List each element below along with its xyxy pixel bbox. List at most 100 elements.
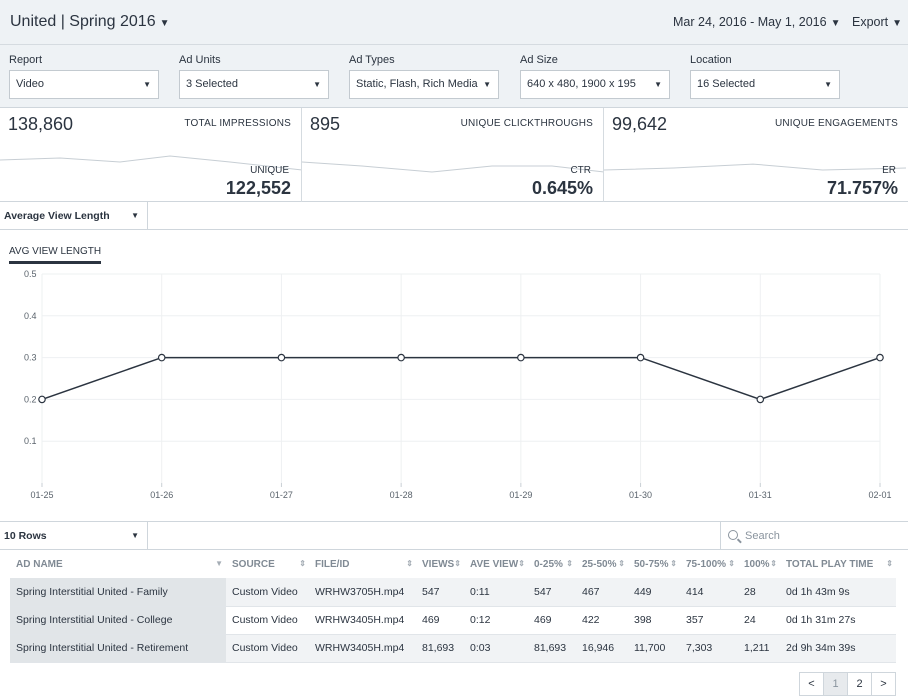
y-tick-label: 0.4	[24, 311, 37, 321]
ad-units-select[interactable]: 3 Selected ▼	[179, 70, 329, 99]
cell-ave-view: 0:12	[464, 606, 528, 635]
y-tick-label: 0.1	[24, 436, 37, 446]
column-header-0-25[interactable]: 0-25% ⇕	[534, 558, 573, 570]
column-header-views[interactable]: VIEWS ⇕	[422, 558, 461, 570]
column-header-100[interactable]: 100% ⇕	[744, 558, 777, 570]
ad-types-select[interactable]: Static, Flash, Rich Media ▼	[349, 70, 499, 99]
table-row[interactable]: Spring Interstitial United - Retirement …	[10, 634, 896, 663]
top-bar: United | Spring 2016 ▼ Mar 24, 2016 - May…	[0, 0, 908, 45]
select-value: Video	[16, 78, 44, 90]
export-button[interactable]: Export ▼	[852, 15, 902, 29]
x-tick-label: 01-30	[629, 490, 652, 500]
cell-25-50: 422	[576, 606, 628, 635]
cell-0-25: 547	[528, 578, 576, 607]
next-page-button[interactable]: >	[871, 672, 896, 696]
ad-size-select[interactable]: 640 x 480, 1900 x 195 ▼	[520, 70, 670, 99]
x-tick-label: 01-27	[270, 490, 293, 500]
y-tick-label: 0.3	[24, 353, 37, 363]
dropdown-arrow-icon: ▼	[313, 80, 321, 89]
sort-icon: ⇕	[886, 559, 893, 568]
cell-ad-name: Spring Interstitial United - Family	[10, 578, 226, 607]
line-chart: 0.1 0.2 0.3 0.4 0.5 01-25 01-26 01-27 01-28 01-29…	[24, 269, 892, 500]
sort-icon: ▼	[215, 559, 223, 568]
chart-tab-avg-view-length[interactable]: AVG VIEW LENGTH	[9, 246, 102, 264]
cell-ad-name: Spring Interstitial United - Retirement	[10, 634, 226, 663]
x-tick-label: 01-31	[749, 490, 772, 500]
caret-down-icon: ▼	[892, 18, 903, 29]
kpi-sub-label: UNIQUE	[250, 165, 289, 176]
table-controls: 10 Rows ▼ Search	[0, 522, 908, 550]
cell-ad-name: Spring Interstitial United - College	[10, 606, 226, 635]
kpi-engagements[interactable]: 99,642 UNIQUE ENGAGEMENTS ER 71.757%	[604, 108, 908, 202]
cell-total-play-time: 2d 9h 34m 39s	[780, 634, 896, 663]
filter-label: Ad Units	[179, 54, 221, 66]
cell-0-25: 81,693	[528, 634, 576, 663]
kpi-sub-label: ER	[882, 165, 896, 176]
cell-ave-view: 0:11	[464, 578, 528, 607]
sort-icon: ⇕	[299, 559, 306, 568]
kpi-label: UNIQUE ENGAGEMENTS	[774, 118, 898, 129]
filter-ad-size: Ad Size 640 x 480, 1900 x 195 ▼	[520, 54, 670, 99]
kpi-value: 138,860	[8, 114, 74, 134]
cell-75-100: 7,303	[680, 634, 738, 663]
select-value: 3 Selected	[186, 78, 238, 90]
column-header-file-id[interactable]: FILE/ID ⇕	[315, 558, 413, 570]
x-tick-label: 02-01	[868, 490, 891, 500]
kpi-clickthroughs[interactable]: 895 UNIQUE CLICKTHROUGHS CTR 0.645%	[302, 108, 604, 202]
filter-label: Location	[690, 54, 732, 66]
cell-100: 28	[738, 578, 780, 607]
cell-50-75: 11,700	[628, 634, 680, 663]
sort-icon: ⇕	[454, 559, 461, 568]
cell-100: 1,211	[738, 634, 780, 663]
sort-icon: ⇕	[566, 559, 573, 568]
cell-total-play-time: 0d 1h 43m 9s	[780, 578, 896, 607]
kpi-value: 99,642	[612, 114, 668, 134]
pagination: < 1 2 >	[799, 672, 896, 696]
cell-ave-view: 0:03	[464, 634, 528, 663]
cell-75-100: 414	[680, 578, 738, 607]
column-header-ave-view[interactable]: AVE VIEW ⇕	[470, 558, 525, 570]
sort-icon: ⇕	[518, 559, 525, 568]
kpi-impressions[interactable]: 138,860 TOTAL IMPRESSIONS UNIQUE 122,552	[0, 108, 302, 202]
column-header-25-50[interactable]: 25-50% ⇕	[582, 558, 625, 570]
table-row[interactable]: Spring Interstitial United - College Cus…	[10, 606, 896, 635]
metric-select[interactable]: Average View Length ▼	[0, 202, 148, 230]
prev-page-button[interactable]: <	[799, 672, 824, 696]
metric-bar: Average View Length ▼	[0, 202, 908, 230]
column-header-ad-name[interactable]: AD NAME ▼	[16, 558, 223, 570]
cell-views: 469	[416, 606, 464, 635]
table-row[interactable]: Spring Interstitial United - Family Cust…	[10, 578, 896, 607]
select-value: Static, Flash, Rich Media	[356, 78, 478, 90]
data-point	[277, 353, 286, 362]
column-header-total-play-time[interactable]: TOTAL PLAY TIME ⇕	[786, 558, 893, 570]
impressions-sparkline	[0, 155, 301, 171]
filter-ad-units: Ad Units 3 Selected ▼	[179, 54, 329, 99]
sort-icon: ⇕	[670, 559, 677, 568]
filter-ad-types: Ad Types Static, Flash, Rich Media ▼	[349, 54, 499, 99]
data-point	[876, 353, 884, 362]
data-point	[756, 395, 765, 404]
filter-location: Location 16 Selected ▼	[690, 54, 840, 99]
x-tick-label: 01-25	[30, 490, 53, 500]
sort-icon: ⇕	[770, 559, 777, 568]
rows-per-page-select[interactable]: 10 Rows ▼	[0, 522, 148, 550]
cell-50-75: 449	[628, 578, 680, 607]
engagements-sparkline	[604, 163, 906, 171]
location-select[interactable]: 16 Selected ▼	[690, 70, 840, 99]
search-input[interactable]: Search	[720, 522, 908, 550]
report-select[interactable]: Video ▼	[9, 70, 159, 99]
select-value: 640 x 480, 1900 x 195	[527, 78, 636, 90]
column-header-75-100[interactable]: 75-100% ⇕	[686, 558, 735, 570]
column-header-50-75[interactable]: 50-75% ⇕	[634, 558, 677, 570]
kpi-sub-value: 0.645%	[531, 178, 593, 198]
filter-label: Ad Types	[349, 54, 395, 66]
campaign-selector[interactable]: United | Spring 2016 ▼	[10, 13, 170, 31]
y-tick-label: 0.5	[24, 269, 37, 279]
date-range-selector[interactable]: Mar 24, 2016 - May 1, 2016 ▼	[673, 15, 840, 29]
filter-label: Report	[9, 54, 43, 66]
page-1-button[interactable]: 1	[823, 672, 848, 696]
page-2-button[interactable]: 2	[847, 672, 872, 696]
column-header-source[interactable]: SOURCE ⇕	[232, 558, 306, 570]
metric-select-value: Average View Length	[4, 210, 110, 222]
campaign-title: United | Spring 2016	[10, 13, 156, 30]
